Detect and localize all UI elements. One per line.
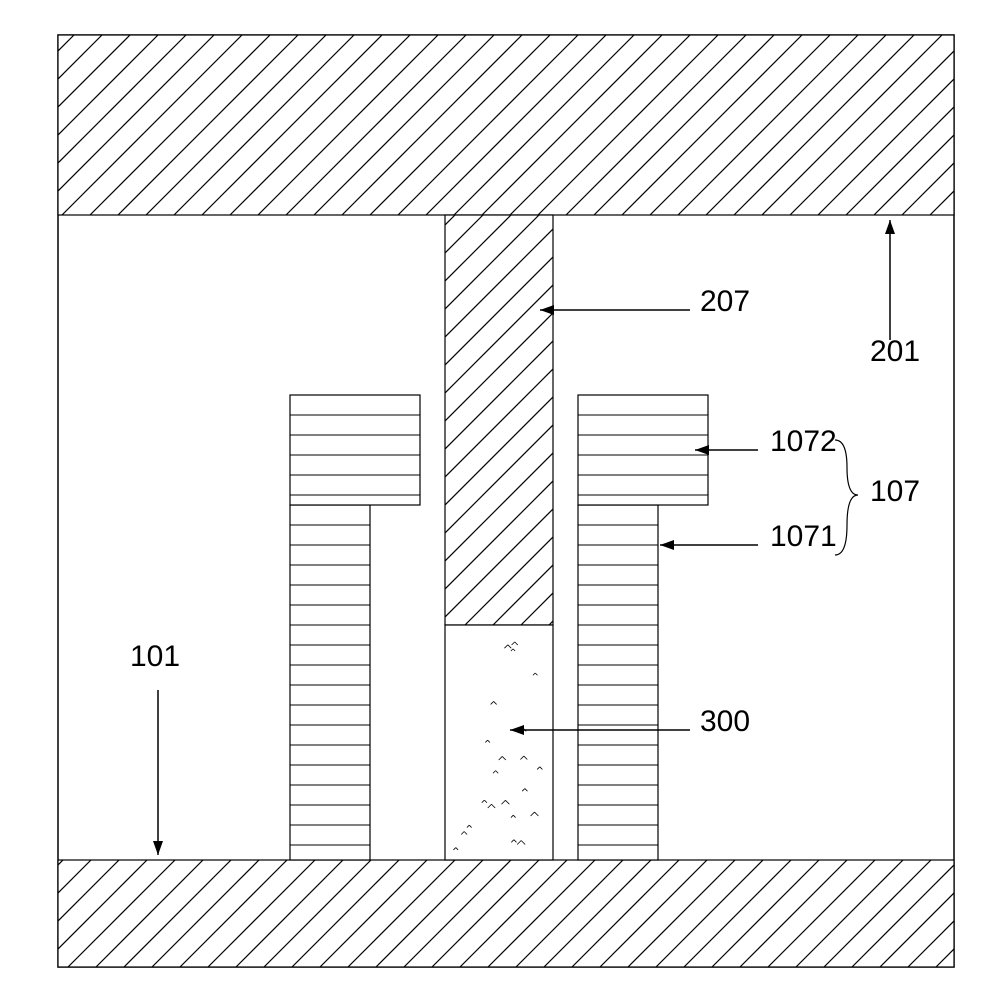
label-1072: 1072 — [770, 425, 837, 459]
tech-diagram — [0, 0, 1000, 1000]
label-300: 300 — [700, 705, 750, 739]
label-201: 201 — [870, 335, 920, 369]
label-107: 107 — [870, 475, 920, 509]
label-101: 101 — [130, 640, 180, 674]
label-207: 207 — [700, 285, 750, 319]
label-1071: 1071 — [770, 520, 837, 554]
